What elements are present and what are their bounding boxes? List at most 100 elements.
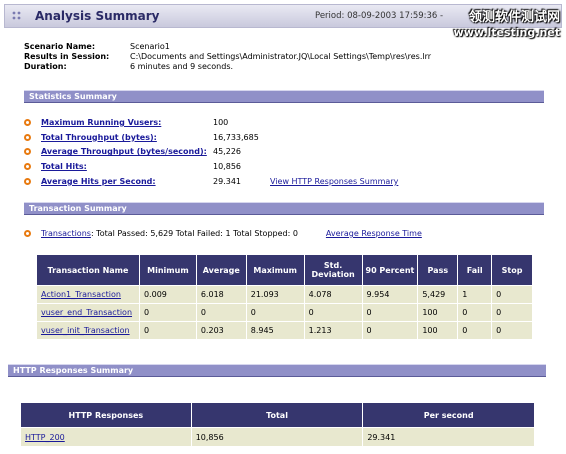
col-maximum: Maximum — [245, 254, 305, 286]
stat-max-vusers: Maximum Running Vusers: 100 — [24, 116, 259, 131]
table-cell: 0 — [245, 303, 305, 322]
col-total: Total — [190, 402, 364, 428]
col-std-deviation: Std. Deviation — [303, 254, 363, 286]
scenario-row: Scenario Name: Scenario1 — [24, 42, 431, 52]
table-cell: 10,856 — [190, 427, 364, 447]
table-cell: 0 — [138, 303, 197, 322]
http-code-cell: HTTP_200 — [20, 427, 192, 447]
table-row: Action1_Transaction 0.009 6.018 21.093 4… — [36, 285, 533, 304]
transaction-link[interactable]: vuser_end_Transaction — [41, 308, 133, 317]
period-text: Period: 08-09-2003 17:59:36 - — [315, 11, 444, 21]
transaction-summary-header: Transaction Summary — [24, 202, 544, 215]
stat-link-total-hits[interactable]: Total Hits: — [41, 162, 87, 172]
http-responses-table: HTTP Responses Total Per second HTTP_200… — [20, 402, 535, 447]
table-row: vuser_init_Transaction 0 0.203 8.945 1.2… — [36, 321, 533, 340]
stat-link-avg-throughput[interactable]: Average Throughput (bytes/second): — [41, 147, 207, 157]
col-stop: Stop — [491, 254, 533, 286]
duration-value: 6 minutes and 9 seconds. — [130, 62, 234, 71]
stat-total-hits: Total Hits: 10,856 — [24, 160, 259, 175]
col-90-percent: 90 Percent — [361, 254, 419, 286]
stat-link-max-vusers[interactable]: Maximum Running Vusers: — [41, 118, 162, 127]
transaction-name-cell: vuser_end_Transaction — [36, 303, 140, 322]
table-cell: 0 — [195, 303, 247, 322]
stat-link-avg-hits[interactable]: Average Hits per Second: — [41, 176, 156, 186]
bullet-icon — [24, 119, 31, 126]
report-logo-icon — [12, 11, 21, 20]
bullet-icon — [24, 177, 31, 185]
col-minimum: Minimum — [138, 254, 197, 286]
stat-link-total-throughput[interactable]: Total Throughput (bytes): — [41, 132, 157, 142]
statistics-summary-header: Statistics Summary — [24, 90, 544, 103]
table-cell: 100 — [417, 303, 459, 322]
table-cell: 0 — [361, 321, 419, 340]
col-pass: Pass — [417, 254, 459, 286]
results-row: Results in Session: C:\Documents and Sett… — [24, 52, 431, 62]
transaction-table-header: Transaction Name Minimum Average Maximum… — [36, 254, 533, 286]
table-cell: 9.954 — [361, 285, 419, 304]
transaction-table: Transaction Name Minimum Average Maximum… — [36, 254, 533, 340]
page-title: Analysis Summary — [35, 9, 160, 23]
view-http-responses-link[interactable]: View HTTP Responses Summary — [270, 176, 399, 186]
http-code-link[interactable]: HTTP_200 — [25, 432, 65, 442]
results-value: C:\Documents and Settings\Administrator.… — [130, 52, 432, 61]
table-cell: 0 — [303, 303, 363, 322]
table-cell: 0.203 — [195, 321, 247, 340]
table-cell: 0 — [457, 321, 493, 340]
bullet-icon — [24, 148, 31, 156]
watermark: 领测软件测试网 www.ltesting.net — [454, 6, 560, 39]
col-fail: Fail — [457, 254, 493, 286]
duration-row: Duration: 6 minutes and 9 seconds. — [24, 62, 431, 72]
table-row: vuser_end_Transaction 0 0 0 0 0 100 0 0 — [36, 303, 533, 322]
bullet-icon — [24, 133, 31, 141]
col-http-responses: HTTP Responses — [20, 402, 192, 428]
watermark-url: www.ltesting.net — [453, 26, 560, 39]
table-cell: 6.018 — [195, 285, 247, 304]
bullet-icon — [24, 163, 31, 171]
table-cell: 5,429 — [417, 285, 459, 304]
table-row: HTTP_200 10,856 29.341 — [20, 427, 535, 447]
transaction-name-cell: vuser_init_Transaction — [36, 321, 140, 340]
col-per-second: Per second — [362, 402, 535, 428]
stat-avg-hits: Average Hits per Second: 29.341 View HTTP… — [24, 175, 398, 190]
table-cell: 100 — [417, 321, 459, 340]
stat-value: 10,856 — [213, 162, 241, 172]
transactions-line: Transactions: Total Passed: 5,629 Total … — [24, 228, 422, 240]
table-cell: 0 — [491, 285, 533, 304]
table-cell: 0 — [361, 303, 419, 322]
table-cell: 0 — [491, 321, 533, 340]
scenario-info: Scenario Name: Scenario1 Results in Sessi… — [24, 42, 431, 72]
stat-value: 100 — [213, 118, 229, 127]
stat-total-throughput: Total Throughput (bytes): 16,733,685 — [24, 131, 259, 146]
duration-label: Duration: — [24, 62, 67, 71]
col-transaction-name: Transaction Name — [36, 254, 140, 286]
http-responses-summary-header: HTTP Responses Summary — [8, 364, 546, 377]
bullet-icon — [24, 230, 31, 237]
transactions-totals: : Total Passed: 5,629 Total Failed: 1 To… — [90, 229, 298, 238]
page-header: Analysis Summary Period: 08-09-2003 17:5… — [4, 4, 562, 28]
transactions-link[interactable]: Transactions — [41, 229, 91, 238]
table-cell: 21.093 — [245, 285, 305, 304]
table-cell: 4.078 — [303, 285, 363, 304]
table-cell: 8.945 — [245, 321, 305, 340]
statistics-list: Maximum Running Vusers: 100 Total Through… — [24, 116, 398, 190]
table-cell: 1 — [457, 285, 493, 304]
watermark-cn: 领测软件测试网 — [468, 10, 560, 25]
table-cell: 29.341 — [362, 427, 535, 447]
transaction-link[interactable]: Action1_Transaction — [41, 290, 121, 299]
table-cell: 0 — [457, 303, 493, 322]
scenario-label: Scenario Name: — [24, 42, 96, 51]
stat-value: 45,226 — [213, 147, 241, 157]
scenario-value: Scenario1 — [130, 42, 170, 51]
transaction-link[interactable]: vuser_init_Transaction — [41, 326, 130, 335]
stat-value: 29.341 — [213, 176, 241, 186]
col-average: Average — [195, 254, 247, 286]
stat-value: 16,733,685 — [213, 132, 259, 142]
stat-avg-throughput: Average Throughput (bytes/second): 45,226 — [24, 145, 259, 160]
table-cell: 0.009 — [138, 285, 197, 304]
http-table-header: HTTP Responses Total Per second — [20, 402, 535, 428]
average-response-time-link[interactable]: Average Response Time — [325, 229, 422, 238]
table-cell: 1.213 — [303, 321, 363, 340]
results-label: Results in Session: — [24, 52, 110, 61]
table-cell: 0 — [491, 303, 533, 322]
transaction-name-cell: Action1_Transaction — [36, 285, 140, 304]
